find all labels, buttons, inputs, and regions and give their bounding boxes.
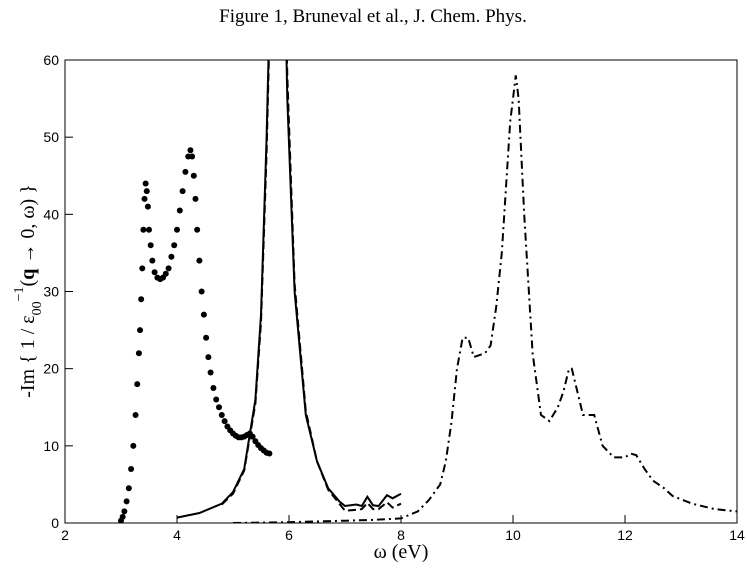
series-line xyxy=(221,60,402,512)
data-point xyxy=(121,508,128,515)
y-label-part: -Im { 1 / ε xyxy=(17,315,39,397)
y-tick-label: 50 xyxy=(43,129,59,145)
x-tick-label: 4 xyxy=(173,527,181,543)
data-point xyxy=(200,311,207,318)
data-point xyxy=(179,188,186,195)
data-point xyxy=(196,257,203,264)
data-point xyxy=(194,226,201,233)
plot-area xyxy=(118,60,737,523)
y-label-sup: −1 xyxy=(12,286,27,301)
data-point xyxy=(218,411,225,418)
chart-title: Figure 1, Bruneval et al., J. Chem. Phys… xyxy=(219,6,527,27)
data-point xyxy=(139,265,146,272)
data-point xyxy=(189,153,196,160)
data-point xyxy=(221,418,228,425)
data-point xyxy=(130,442,137,449)
y-label-part: q xyxy=(17,269,39,280)
data-point xyxy=(213,396,220,403)
data-point xyxy=(198,288,205,295)
y-tick-label: 20 xyxy=(43,361,59,377)
data-point xyxy=(207,369,214,376)
data-point xyxy=(132,411,139,418)
data-point xyxy=(147,242,154,249)
data-point xyxy=(143,188,150,195)
data-point xyxy=(149,257,156,264)
data-point xyxy=(216,404,222,411)
series-line xyxy=(232,75,737,523)
data-point xyxy=(140,226,147,233)
series-line xyxy=(176,60,402,519)
data-point xyxy=(266,450,273,457)
data-point xyxy=(210,384,217,391)
data-point xyxy=(128,465,135,472)
data-point xyxy=(146,226,152,233)
y-tick-label: 40 xyxy=(43,206,59,222)
y-tick-label: 10 xyxy=(43,438,59,454)
data-point xyxy=(192,195,199,202)
x-tick-label: 12 xyxy=(617,527,633,543)
y-tick-label: 30 xyxy=(43,284,59,300)
data-point xyxy=(203,334,210,341)
data-point xyxy=(119,513,126,520)
data-point xyxy=(125,485,132,492)
data-point xyxy=(187,147,194,154)
x-tick-label: 6 xyxy=(285,527,293,543)
data-point xyxy=(182,168,189,175)
data-point xyxy=(176,207,183,214)
y-tick-label: 0 xyxy=(51,515,59,531)
data-point xyxy=(171,242,178,249)
data-point xyxy=(162,270,169,277)
y-tick-label: 60 xyxy=(43,52,59,68)
data-point xyxy=(137,327,144,334)
plot-frame xyxy=(64,59,738,524)
data-point xyxy=(134,381,141,388)
x-tick-label: 8 xyxy=(397,527,405,543)
data-point xyxy=(151,269,158,276)
x-tick-label: 14 xyxy=(729,527,745,543)
data-point xyxy=(165,265,172,272)
data-point xyxy=(144,203,151,210)
y-label-part: → 0, ω) } xyxy=(17,184,39,268)
y-axis-label: -Im { 1 / ε00−1(q → 0, ω) } xyxy=(12,184,45,398)
x-axis-label: ω (eV) xyxy=(374,541,429,563)
data-point xyxy=(174,226,180,233)
x-tick-label: 10 xyxy=(505,527,521,543)
data-point xyxy=(138,296,145,303)
y-label-sub: 00 xyxy=(30,301,45,315)
x-tick-label: 2 xyxy=(61,527,69,543)
data-point xyxy=(135,350,142,357)
data-point xyxy=(123,498,130,505)
data-point xyxy=(190,172,197,179)
data-point xyxy=(141,195,148,202)
data-point xyxy=(142,180,149,187)
data-point xyxy=(205,354,212,361)
data-point xyxy=(168,253,175,260)
y-label-part: ( xyxy=(17,279,39,286)
